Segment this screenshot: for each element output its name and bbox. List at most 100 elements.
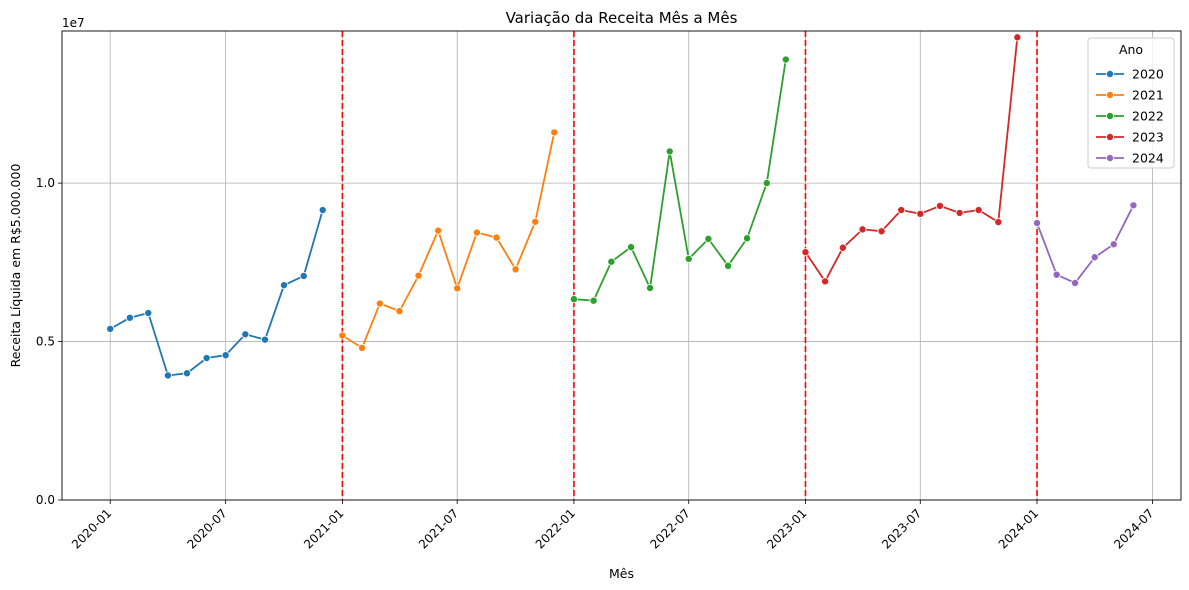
- x-tick-label: 2020-01: [69, 506, 114, 551]
- data-point: [531, 217, 540, 226]
- y-tick-label: 1.0: [36, 176, 55, 190]
- legend-label: 2022: [1132, 109, 1164, 124]
- x-tick-label: 2024-07: [1111, 506, 1156, 551]
- data-point: [994, 218, 1003, 227]
- data-point: [1013, 33, 1022, 42]
- legend-label: 2024: [1132, 151, 1164, 166]
- series-line-2022: [573, 59, 787, 302]
- series-2021: [338, 128, 559, 352]
- data-point: [280, 281, 289, 290]
- data-point: [358, 343, 367, 352]
- data-point: [1090, 253, 1099, 262]
- axis-ticks: 2020-01 2020-07 2021-01 2021-07 2022-01 2022-…: [36, 176, 1157, 551]
- legend-item-2024: 2024: [1096, 151, 1164, 166]
- data-point: [858, 225, 867, 234]
- data-point: [974, 206, 983, 215]
- data-point: [472, 228, 481, 237]
- series-line-2021: [341, 132, 556, 349]
- data-point: [260, 335, 269, 344]
- series-layer: [106, 33, 1138, 380]
- legend-title: Ano: [1119, 42, 1143, 57]
- data-point: [434, 226, 443, 235]
- data-point: [935, 201, 944, 210]
- legend-label: 2023: [1132, 130, 1164, 145]
- x-tick-label: 2024-01: [996, 506, 1041, 551]
- series-2022: [569, 55, 790, 305]
- legend-box: [1087, 37, 1175, 169]
- data-point: [182, 369, 191, 378]
- data-point: [762, 179, 771, 188]
- axes-frame: [61, 30, 1182, 501]
- data-point: [897, 206, 906, 215]
- legend-item-2022: 2022: [1096, 109, 1164, 124]
- data-point: [106, 324, 115, 333]
- grid-lines: [62, 31, 1181, 501]
- data-point: [877, 227, 886, 236]
- data-point: [838, 243, 847, 252]
- series-2023: [801, 33, 1022, 286]
- legend-item-2023: 2023: [1096, 130, 1164, 145]
- y-tick-label: 0.0: [36, 493, 55, 507]
- data-point: [375, 299, 384, 308]
- y-axis-exponent-label: 1e7: [62, 16, 85, 30]
- data-point: [241, 330, 250, 339]
- data-point: [665, 147, 674, 156]
- data-point: [627, 243, 636, 252]
- series-2020: [106, 206, 327, 380]
- data-point: [492, 233, 501, 242]
- data-point: [395, 307, 404, 316]
- data-point: [414, 271, 423, 280]
- x-tick-label: 2023-07: [879, 506, 924, 551]
- data-point: [511, 265, 520, 274]
- data-point: [1052, 270, 1061, 279]
- data-point: [704, 234, 713, 243]
- data-point: [1129, 201, 1138, 210]
- x-tick-label: 2020-07: [184, 506, 229, 551]
- data-point: [646, 283, 655, 292]
- x-tick-label: 2022-01: [533, 506, 578, 551]
- data-point: [955, 208, 964, 217]
- data-point: [550, 128, 559, 137]
- x-tick-label: 2023-01: [764, 506, 809, 551]
- data-point: [743, 234, 752, 243]
- data-point: [125, 313, 134, 322]
- x-axis-label: Mês: [609, 566, 634, 581]
- data-point: [589, 296, 598, 305]
- data-point: [821, 277, 830, 286]
- series-2024: [1033, 201, 1138, 287]
- legend-label: 2020: [1132, 67, 1164, 82]
- data-point: [338, 331, 347, 340]
- legend-marker: [1106, 70, 1115, 79]
- data-point: [221, 351, 230, 360]
- chart-title: Variação da Receita Mês a Mês: [506, 9, 738, 27]
- legend-marker: [1106, 91, 1115, 100]
- x-tick-label: 2022-07: [648, 506, 693, 551]
- data-point: [202, 354, 211, 363]
- data-point: [1109, 240, 1118, 249]
- x-tick-label: 2021-01: [301, 506, 346, 551]
- data-point: [453, 284, 462, 293]
- year-separator-lines: [341, 31, 1038, 500]
- legend-item-2021: 2021: [1096, 88, 1164, 103]
- legend-marker: [1106, 112, 1115, 121]
- data-point: [144, 309, 153, 318]
- y-tick-label: 0.5: [36, 335, 55, 349]
- series-line-2023: [804, 37, 1019, 283]
- data-point: [318, 206, 327, 215]
- x-tick-label: 2021-07: [416, 506, 461, 551]
- legend-marker: [1106, 132, 1115, 141]
- legend-item-2020: 2020: [1096, 67, 1164, 82]
- legend-marker: [1106, 153, 1115, 162]
- data-point: [607, 257, 616, 266]
- legend: Ano 2020 2021 2022 2023 2024: [1087, 37, 1175, 169]
- legend-label: 2021: [1132, 88, 1164, 103]
- series-line-2024: [1036, 204, 1135, 284]
- data-point: [724, 261, 733, 270]
- data-point: [1071, 278, 1080, 287]
- data-point: [801, 248, 810, 257]
- series-line-2020: [109, 209, 324, 377]
- data-point: [299, 271, 308, 280]
- data-point: [781, 55, 790, 64]
- data-point: [163, 371, 172, 380]
